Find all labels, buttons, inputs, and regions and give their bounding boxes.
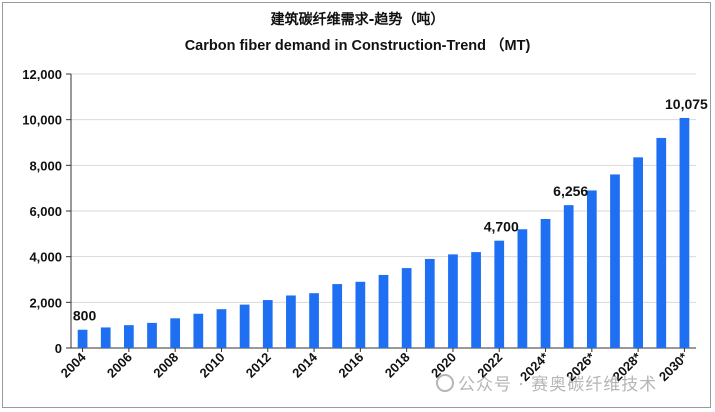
bar [540, 218, 551, 348]
bar [633, 157, 643, 348]
x-tick-label: 2016 [335, 350, 366, 381]
bar [401, 268, 412, 348]
y-tick-label: 0 [55, 341, 62, 356]
x-tick-label: 2006 [104, 350, 135, 381]
bar [448, 254, 458, 348]
chart-title: 建筑碳纤维需求-趋势（吨） [270, 12, 445, 28]
y-tick-label: 4,000 [29, 250, 62, 265]
bars [77, 117, 690, 349]
bar [332, 284, 343, 348]
bar [309, 293, 319, 348]
data-labels: 800 4,700 6,256 10,075 [73, 96, 708, 324]
bar [216, 309, 227, 348]
bar [517, 229, 528, 348]
bar [355, 281, 366, 348]
bar [471, 252, 481, 348]
x-tick-label: 2008 [150, 350, 181, 381]
bar [494, 240, 505, 348]
x-tick-label: 2030* [656, 349, 691, 384]
y-tick-label: 2,000 [29, 295, 62, 310]
bar [586, 190, 597, 348]
bar [610, 174, 620, 348]
bar [170, 318, 181, 348]
gridlines [71, 73, 696, 303]
y-tick-labels: 0 2,000 4,000 6,000 8,000 10,000 12,000 [22, 67, 62, 356]
x-tick-label: 2012 [243, 350, 274, 381]
watermark-text: 公众号 · 赛奥碳纤维技术 [458, 375, 658, 395]
bar [193, 313, 204, 348]
bar [77, 329, 88, 348]
chart-subtitle: Carbon fiber demand in Construction-Tren… [184, 38, 531, 54]
bar [147, 322, 157, 348]
y-tick-label: 8,000 [29, 158, 62, 173]
y-tick-label: 10,000 [22, 113, 62, 128]
data-label: 4,700 [484, 219, 519, 235]
bar [262, 300, 273, 348]
x-tick-label: 2010 [197, 350, 228, 381]
bar [124, 325, 134, 348]
data-label: 800 [73, 308, 97, 324]
data-label: 10,075 [665, 96, 708, 112]
bar [239, 304, 250, 348]
y-tick-label: 6,000 [29, 204, 62, 219]
bar [424, 258, 435, 348]
bar [679, 117, 690, 349]
bar [100, 327, 111, 348]
watermark: 公众号 · 赛奥碳纤维技术 [436, 370, 657, 395]
bar [563, 205, 574, 348]
bar [286, 295, 296, 348]
x-tick-label: 2004 [58, 349, 90, 381]
data-label: 6,256 [553, 183, 588, 199]
x-tick-label: 2014 [289, 349, 321, 381]
y-tick-label: 12,000 [22, 67, 62, 82]
x-tick-label: 2018 [382, 350, 413, 381]
wechat-icon [436, 374, 454, 392]
bar [656, 137, 667, 348]
bar [378, 274, 389, 348]
